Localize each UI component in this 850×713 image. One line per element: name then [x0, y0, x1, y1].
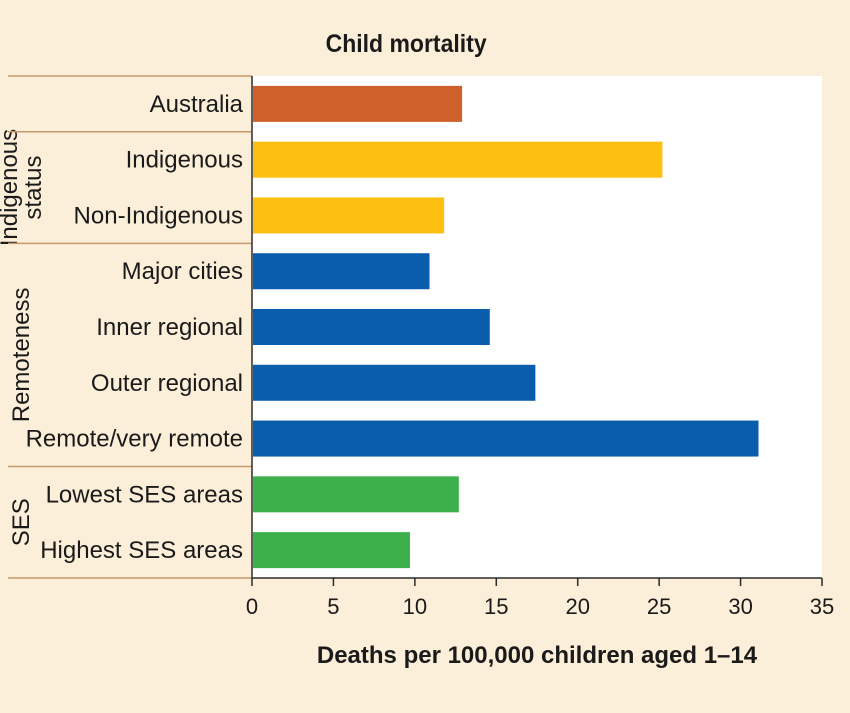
category-label: Highest SES areas — [40, 537, 243, 564]
category-label: Indigenous — [126, 147, 243, 174]
chart-title: Child mortality — [325, 30, 487, 58]
category-label: Inner regional — [96, 314, 243, 341]
bar — [253, 309, 490, 345]
x-tick-label: 5 — [327, 594, 339, 619]
bar — [253, 85, 463, 122]
x-tick-label: 10 — [403, 594, 427, 619]
bar — [253, 532, 410, 569]
bar — [253, 364, 536, 401]
bar — [253, 476, 459, 513]
bar — [253, 141, 663, 178]
group-label: Remoteness — [8, 288, 35, 423]
category-label: Australia — [150, 91, 244, 118]
x-tick-label: 15 — [484, 594, 508, 619]
group-label: status — [20, 156, 47, 220]
category-label: Outer regional — [91, 370, 243, 397]
bar — [253, 420, 759, 457]
category-label: Non-Indigenous — [74, 202, 243, 229]
x-tick-label: 35 — [810, 594, 834, 619]
x-tick-label: 25 — [647, 594, 671, 619]
category-label: Lowest SES areas — [46, 481, 243, 508]
bar — [253, 253, 430, 290]
group-label: Indigenous — [0, 129, 23, 246]
x-tick-label: 30 — [728, 594, 752, 619]
bar — [253, 197, 445, 234]
category-label: Major cities — [122, 258, 243, 285]
group-label: SES — [8, 498, 35, 546]
x-tick-label: 20 — [565, 594, 589, 619]
x-tick-label: 0 — [246, 594, 258, 619]
x-axis-title: Deaths per 100,000 children aged 1–14 — [316, 642, 758, 669]
category-label: Remote/very remote — [26, 426, 243, 453]
